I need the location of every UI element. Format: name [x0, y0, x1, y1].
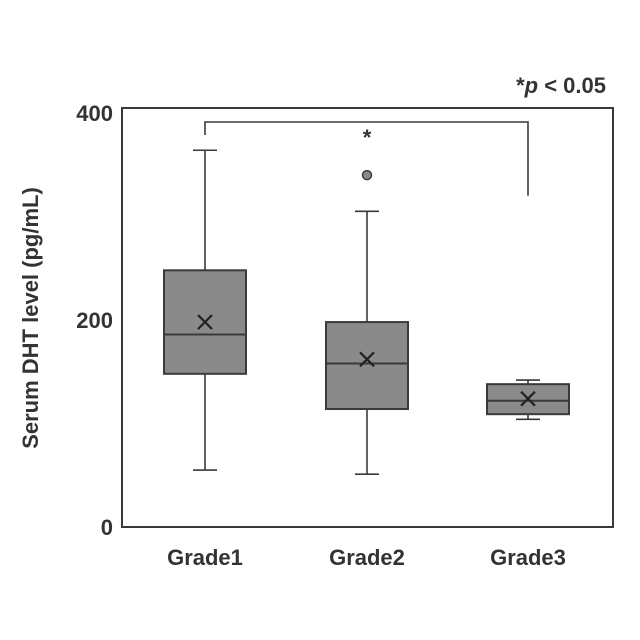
x-category-label-grade1: Grade1	[167, 545, 243, 570]
outlier-grade2-0	[363, 171, 372, 180]
x-category-label-grade2: Grade2	[329, 545, 405, 570]
y-axis-label: Serum DHT level (pg/mL)	[18, 187, 43, 449]
significance-note: *p < 0.05	[516, 73, 606, 98]
y-tick-label-0: 0	[101, 515, 113, 540]
significance-note-p: p	[524, 73, 538, 98]
significance-star: *	[363, 125, 372, 150]
significance-note-threshold: < 0.05	[538, 73, 606, 98]
y-tick-label-200: 200	[76, 308, 113, 333]
y-tick-label-400: 400	[76, 101, 113, 126]
x-category-label-grade3: Grade3	[490, 545, 566, 570]
box-grade2	[326, 322, 408, 409]
box-group	[164, 150, 569, 474]
